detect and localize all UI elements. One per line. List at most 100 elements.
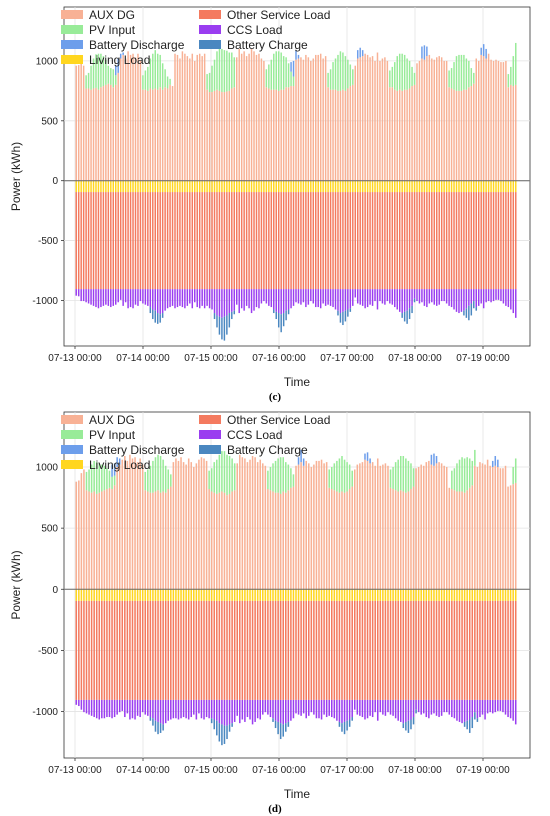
bar-living-load bbox=[259, 589, 261, 601]
bar-living-load bbox=[339, 180, 342, 193]
bar-aux-dg bbox=[475, 58, 477, 181]
bar-other-service-load bbox=[403, 192, 406, 290]
bar-ccs-load bbox=[113, 699, 116, 718]
bar-other-service-load bbox=[420, 600, 422, 700]
bar-pv-input bbox=[164, 465, 167, 493]
plot-area bbox=[63, 6, 531, 347]
bar-pv-input bbox=[468, 458, 471, 488]
bar-living-load bbox=[315, 589, 318, 601]
bar-ccs-load bbox=[87, 289, 90, 304]
bar-ccs-load bbox=[300, 289, 302, 305]
bar-battery-discharge bbox=[116, 457, 118, 468]
bar-aux-dg bbox=[451, 489, 453, 590]
bar-other-service-load bbox=[226, 600, 228, 700]
bar-ccs-load bbox=[319, 289, 322, 309]
bar-other-service-load bbox=[233, 192, 236, 290]
bar-other-service-load bbox=[285, 192, 287, 290]
bar-ccs-load bbox=[116, 699, 118, 715]
bar-aux-dg bbox=[305, 460, 307, 590]
bar-living-load bbox=[359, 180, 361, 193]
bar-other-service-load bbox=[115, 192, 117, 290]
bar-other-service-load bbox=[122, 192, 124, 290]
legend-swatch-aux-dg bbox=[61, 415, 83, 424]
bar-aux-dg bbox=[223, 92, 226, 181]
bar-living-load bbox=[267, 589, 269, 601]
bar-ccs-load bbox=[93, 699, 95, 718]
bar-ccs-load bbox=[282, 289, 285, 314]
bar-other-service-load bbox=[505, 192, 507, 290]
bar-aux-dg bbox=[497, 60, 500, 181]
bar-other-service-load bbox=[342, 192, 344, 290]
bar-ccs-load bbox=[80, 289, 82, 302]
bar-ccs-load bbox=[80, 699, 83, 710]
bar-pv-input bbox=[272, 463, 274, 492]
bar-aux-dg bbox=[491, 467, 494, 590]
bar-ccs-load bbox=[356, 289, 359, 304]
bar-ccs-load bbox=[287, 699, 290, 722]
bar-other-service-load bbox=[463, 192, 465, 290]
bar-other-service-load bbox=[250, 192, 253, 290]
bar-aux-dg bbox=[413, 84, 416, 181]
bar-ccs-load bbox=[273, 289, 275, 310]
bar-aux-dg bbox=[384, 57, 386, 181]
bar-living-load bbox=[361, 180, 364, 193]
bar-aux-dg bbox=[346, 491, 348, 590]
bar-other-service-load bbox=[196, 192, 198, 290]
bar-living-load bbox=[80, 180, 82, 193]
bar-other-service-load bbox=[111, 600, 113, 700]
bar-living-load bbox=[98, 589, 101, 601]
bar-aux-dg bbox=[166, 88, 169, 181]
bar-ccs-load bbox=[471, 699, 474, 718]
bar-ccs-load bbox=[141, 699, 144, 713]
bar-ccs-load bbox=[502, 289, 505, 304]
bar-aux-dg bbox=[272, 491, 274, 590]
bar-aux-dg bbox=[87, 88, 90, 181]
bar-battery-charge bbox=[405, 721, 407, 731]
bar-other-service-load bbox=[356, 600, 359, 700]
bar-aux-dg bbox=[245, 56, 248, 181]
bar-ccs-load bbox=[154, 699, 157, 721]
bar-aux-dg bbox=[193, 467, 195, 590]
bar-other-service-load bbox=[455, 192, 458, 290]
bar-aux-dg bbox=[115, 84, 117, 181]
bar-aux-dg bbox=[253, 51, 255, 181]
bar-other-service-load bbox=[347, 192, 349, 290]
bar-battery-discharge bbox=[297, 54, 300, 59]
bar-ccs-load bbox=[486, 699, 489, 714]
bar-other-service-load bbox=[235, 192, 238, 290]
bar-living-load bbox=[313, 589, 315, 601]
bar-ccs-load bbox=[394, 699, 397, 719]
bar-aux-dg bbox=[415, 468, 417, 590]
bar-living-load bbox=[240, 180, 243, 193]
bar-pv-input bbox=[510, 66, 512, 85]
bar-aux-dg bbox=[421, 58, 423, 181]
bar-aux-dg bbox=[322, 58, 324, 181]
bar-ccs-load bbox=[211, 289, 213, 310]
legend-label-battery-charge: Battery Charge bbox=[227, 38, 308, 52]
bar-ccs-load bbox=[336, 699, 338, 721]
bar-aux-dg bbox=[205, 460, 208, 590]
legend-swatch-pv-input bbox=[61, 430, 83, 439]
bar-pv-input bbox=[290, 468, 292, 488]
bar-pv-input bbox=[512, 56, 515, 87]
bar-living-load bbox=[132, 180, 134, 193]
bar-ccs-load bbox=[244, 699, 246, 722]
bar-other-service-load bbox=[187, 600, 190, 700]
bar-pv-input bbox=[279, 457, 282, 494]
bar-ccs-load bbox=[154, 289, 156, 311]
bar-ccs-load bbox=[458, 289, 460, 314]
bar-ccs-load bbox=[124, 289, 127, 303]
bar-ccs-load bbox=[295, 699, 297, 714]
bar-battery-discharge bbox=[359, 47, 361, 58]
bar-other-service-load bbox=[470, 192, 473, 290]
bar-ccs-load bbox=[315, 699, 318, 719]
bar-ccs-load bbox=[495, 289, 497, 300]
bar-other-service-load bbox=[374, 192, 376, 290]
bar-ccs-load bbox=[376, 699, 379, 721]
bar-other-service-load bbox=[126, 600, 129, 700]
bar-ccs-load bbox=[159, 699, 162, 724]
bar-pv-input bbox=[343, 459, 346, 493]
bar-other-service-load bbox=[405, 600, 407, 700]
bar-pv-input bbox=[152, 53, 154, 90]
bar-other-service-load bbox=[156, 192, 159, 290]
